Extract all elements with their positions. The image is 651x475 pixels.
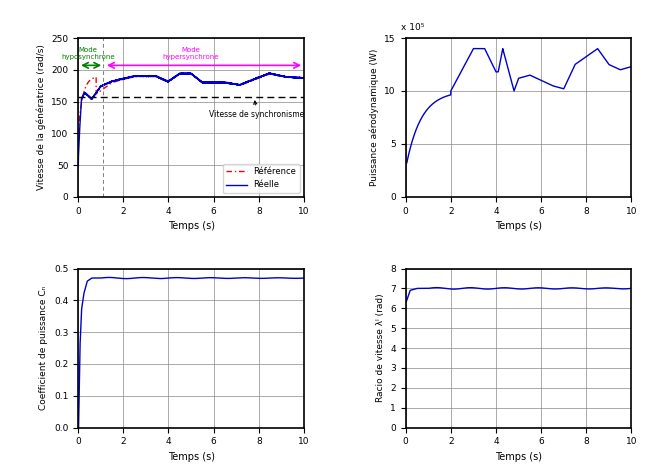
Legend: Référence, Réelle: Référence, Réelle	[223, 164, 300, 193]
Text: Vitesse de synchronisme: Vitesse de synchronisme	[209, 101, 305, 120]
X-axis label: Temps (s): Temps (s)	[495, 452, 542, 462]
Y-axis label: Puissance aérodynamique (W): Puissance aérodynamique (W)	[369, 49, 379, 186]
Text: x 10⁵: x 10⁵	[401, 23, 424, 32]
Y-axis label: Vitesse de la génératrice (rad/s): Vitesse de la génératrice (rad/s)	[36, 45, 46, 190]
Text: Mode
hypersynchrone: Mode hypersynchrone	[163, 47, 219, 60]
Text: Mode
hyposynchrone: Mode hyposynchrone	[61, 47, 115, 60]
X-axis label: Temps (s): Temps (s)	[167, 221, 215, 231]
Y-axis label: Coefficient de puissance Cₙ: Coefficient de puissance Cₙ	[40, 286, 48, 410]
X-axis label: Temps (s): Temps (s)	[167, 452, 215, 462]
X-axis label: Temps (s): Temps (s)	[495, 221, 542, 231]
Y-axis label: Racio de vitesse λᴵ (rad): Racio de vitesse λᴵ (rad)	[376, 294, 385, 402]
